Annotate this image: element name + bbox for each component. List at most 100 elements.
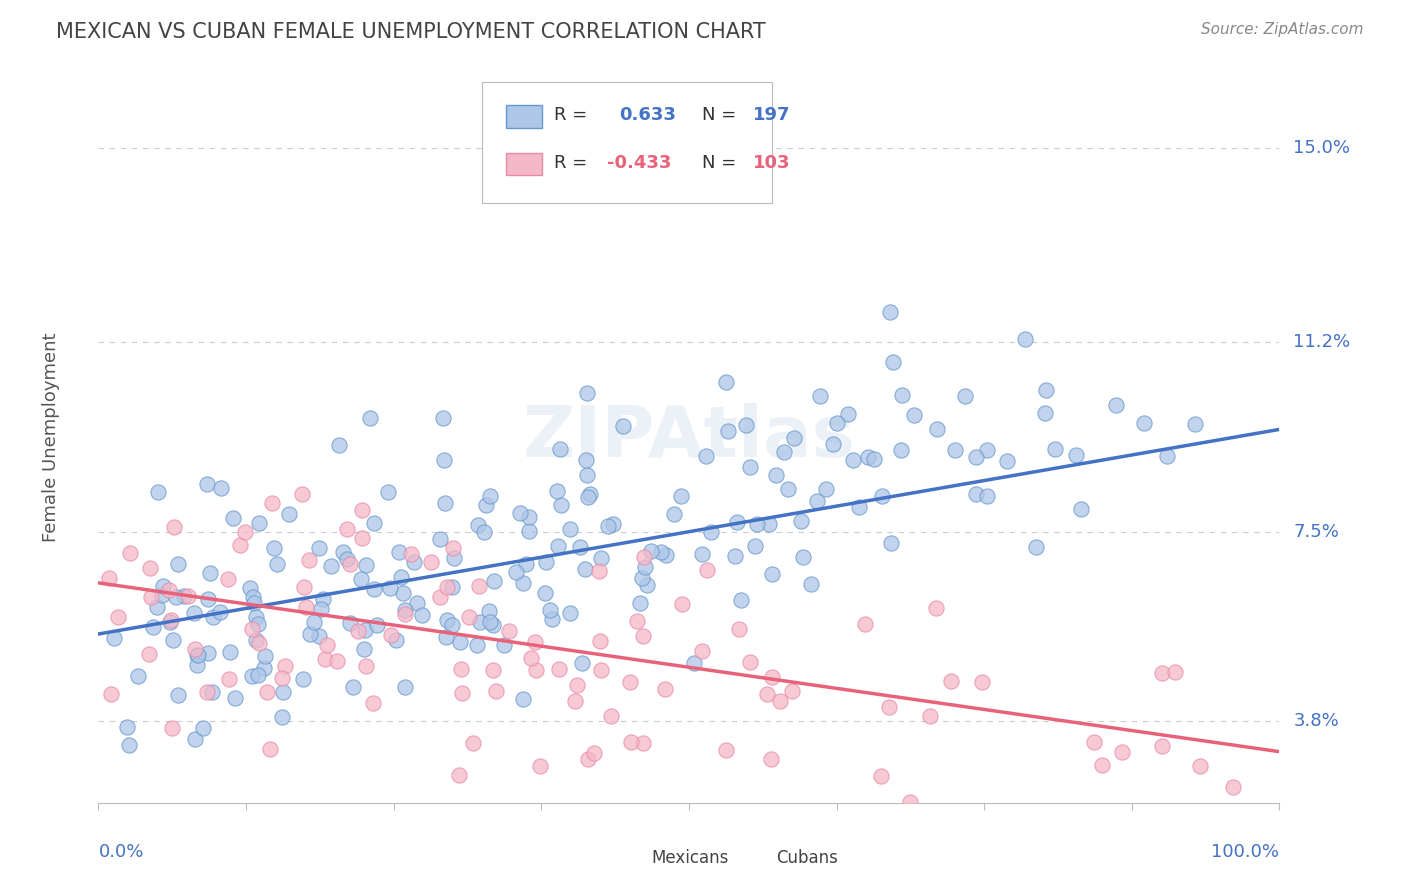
- Point: [877, 700, 900, 714]
- Point: [394, 603, 416, 617]
- Point: [965, 450, 987, 464]
- Point: [560, 607, 582, 621]
- Point: [591, 663, 613, 677]
- Point: [138, 561, 160, 575]
- Point: [302, 615, 325, 629]
- Point: [263, 541, 285, 555]
- Point: [939, 674, 962, 689]
- Point: [498, 624, 520, 638]
- Point: [184, 732, 207, 747]
- Point: [221, 511, 243, 525]
- Point: [512, 692, 534, 706]
- Point: [146, 600, 169, 615]
- Text: 11.2%: 11.2%: [1294, 334, 1351, 351]
- Point: [127, 669, 149, 683]
- Point: [378, 581, 401, 595]
- FancyBboxPatch shape: [730, 847, 763, 867]
- Point: [761, 670, 783, 684]
- Point: [821, 437, 844, 451]
- Point: [347, 624, 370, 638]
- Point: [546, 484, 568, 499]
- Point: [568, 540, 591, 554]
- Point: [247, 516, 270, 530]
- Point: [245, 632, 267, 647]
- Point: [328, 438, 350, 452]
- Text: MEXICAN VS CUBAN FEMALE UNEMPLOYMENT CORRELATION CHART: MEXICAN VS CUBAN FEMALE UNEMPLOYMENT COR…: [56, 22, 766, 42]
- Point: [271, 685, 294, 699]
- Point: [655, 549, 678, 563]
- Point: [547, 662, 569, 676]
- Point: [162, 632, 184, 647]
- Point: [441, 618, 464, 632]
- Point: [218, 672, 240, 686]
- Point: [576, 752, 599, 766]
- Point: [780, 683, 803, 698]
- Point: [575, 453, 598, 467]
- Point: [714, 743, 737, 757]
- Point: [433, 496, 456, 510]
- Point: [955, 389, 977, 403]
- Point: [669, 489, 692, 503]
- Point: [191, 721, 214, 735]
- Point: [295, 600, 318, 615]
- Point: [825, 416, 848, 430]
- Point: [853, 616, 876, 631]
- Point: [879, 305, 901, 319]
- Point: [596, 518, 619, 533]
- Point: [633, 560, 655, 574]
- Point: [547, 539, 569, 553]
- Point: [482, 617, 505, 632]
- Point: [806, 494, 828, 508]
- Point: [756, 687, 779, 701]
- Point: [800, 577, 823, 591]
- Point: [436, 580, 458, 594]
- Point: [640, 544, 662, 558]
- Point: [389, 570, 412, 584]
- Point: [730, 593, 752, 607]
- Point: [485, 683, 508, 698]
- Point: [792, 550, 814, 565]
- Point: [671, 597, 693, 611]
- Point: [700, 525, 723, 540]
- Point: [571, 656, 593, 670]
- Point: [184, 641, 207, 656]
- Point: [631, 736, 654, 750]
- Point: [870, 489, 893, 503]
- Point: [773, 444, 796, 458]
- Point: [245, 610, 267, 624]
- Point: [628, 596, 651, 610]
- Point: [717, 424, 740, 438]
- Point: [308, 629, 330, 643]
- Point: [309, 602, 332, 616]
- Point: [159, 615, 181, 630]
- Point: [160, 722, 183, 736]
- Point: [465, 639, 488, 653]
- Point: [976, 489, 998, 503]
- Point: [479, 615, 502, 629]
- Point: [208, 606, 231, 620]
- Point: [842, 453, 865, 467]
- Point: [478, 604, 501, 618]
- FancyBboxPatch shape: [606, 847, 640, 867]
- Point: [449, 635, 471, 649]
- Point: [696, 563, 718, 577]
- Point: [163, 520, 186, 534]
- Point: [277, 508, 299, 522]
- Point: [316, 638, 339, 652]
- Point: [298, 626, 321, 640]
- Point: [1152, 665, 1174, 680]
- Point: [479, 489, 502, 503]
- Point: [654, 682, 676, 697]
- Point: [339, 557, 361, 571]
- Point: [350, 503, 373, 517]
- Point: [1025, 541, 1047, 555]
- Point: [880, 536, 903, 550]
- Point: [274, 658, 297, 673]
- Point: [224, 690, 246, 705]
- Point: [995, 453, 1018, 467]
- Point: [759, 752, 782, 766]
- Point: [1184, 417, 1206, 431]
- Point: [150, 589, 173, 603]
- Point: [186, 658, 208, 673]
- Point: [450, 661, 472, 675]
